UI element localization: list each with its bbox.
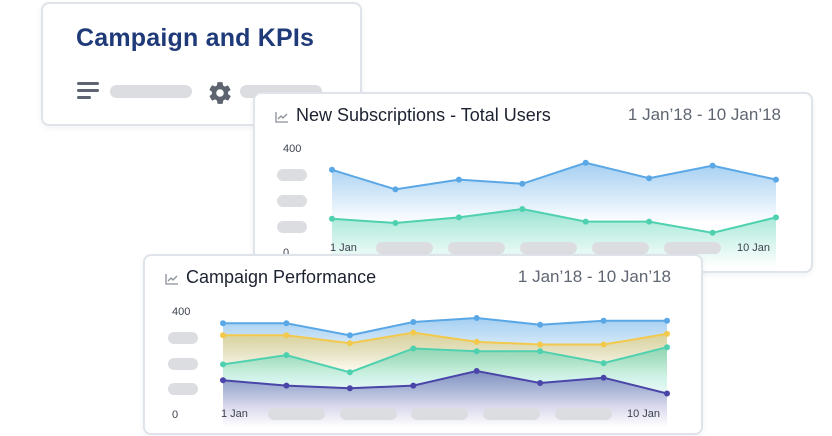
date-range[interactable]: 1 Jan’18 - 10 Jan’18 xyxy=(627,105,781,124)
data-point[interactable] xyxy=(709,229,716,236)
data-point[interactable] xyxy=(600,360,607,367)
data-point[interactable] xyxy=(664,344,670,351)
data-point[interactable] xyxy=(537,348,544,355)
x-axis-first-label: 1 Jan xyxy=(221,408,248,420)
data-point[interactable] xyxy=(600,317,607,324)
x-axis-placeholder xyxy=(555,408,612,420)
data-point[interactable] xyxy=(283,382,290,389)
line-chart-icon xyxy=(275,112,288,123)
data-point[interactable] xyxy=(473,315,480,321)
data-point[interactable] xyxy=(582,218,589,225)
data-point[interactable] xyxy=(473,338,480,345)
series-line xyxy=(331,161,777,191)
data-point[interactable] xyxy=(346,332,353,339)
placeholder-pill xyxy=(110,85,192,98)
y-axis-placeholder xyxy=(168,383,198,395)
y-axis-top-label: 400 xyxy=(172,306,191,318)
y-axis-placeholder xyxy=(277,221,307,233)
campaign-performance-card: Campaign Performance 1 Jan’18 - 10 Jan’1… xyxy=(143,254,703,435)
data-point[interactable] xyxy=(410,345,417,352)
data-point[interactable] xyxy=(709,162,716,169)
data-point[interactable] xyxy=(346,385,353,392)
campaign-plot xyxy=(220,315,670,428)
chart-title: Campaign Performance xyxy=(186,267,377,287)
date-range[interactable]: 1 Jan’18 - 10 Jan’18 xyxy=(517,267,671,286)
x-axis-placeholder xyxy=(448,242,505,254)
data-point[interactable] xyxy=(519,180,526,187)
series-line xyxy=(223,316,667,337)
data-point[interactable] xyxy=(473,348,480,355)
data-point[interactable] xyxy=(329,215,335,222)
x-axis-placeholder xyxy=(592,242,649,254)
data-point[interactable] xyxy=(346,340,353,347)
data-point[interactable] xyxy=(537,380,544,386)
kpi-card-title: Campaign and KPIs xyxy=(76,24,315,52)
data-point[interactable] xyxy=(582,159,589,166)
data-point[interactable] xyxy=(346,369,353,376)
data-point[interactable] xyxy=(220,377,226,384)
data-point[interactable] xyxy=(600,374,607,381)
data-point[interactable] xyxy=(283,352,290,359)
x-axis-last-label: 10 Jan xyxy=(737,242,771,254)
x-axis-placeholder xyxy=(268,408,325,420)
data-point[interactable] xyxy=(664,390,670,397)
data-point[interactable] xyxy=(473,368,480,374)
subscriptions-plot xyxy=(329,159,779,267)
chart-header: New Subscriptions - Total Users 1 Jan’18… xyxy=(275,105,781,129)
data-point[interactable] xyxy=(664,330,670,337)
data-point[interactable] xyxy=(329,166,335,173)
menu-icon[interactable] xyxy=(77,82,101,102)
y-axis-placeholder xyxy=(277,195,307,207)
data-point[interactable] xyxy=(773,214,779,221)
gear-icon[interactable] xyxy=(207,80,233,106)
series-line xyxy=(222,369,668,395)
data-point[interactable] xyxy=(392,186,399,193)
data-point[interactable] xyxy=(537,341,544,348)
subscriptions-chart-card: New Subscriptions - Total Users 1 Jan’18… xyxy=(253,92,813,273)
series-area xyxy=(332,162,776,224)
data-point[interactable] xyxy=(664,317,670,324)
chart-title: New Subscriptions - Total Users xyxy=(296,105,551,125)
x-axis-placeholder xyxy=(411,408,468,420)
data-point[interactable] xyxy=(600,341,607,348)
data-point[interactable] xyxy=(220,320,226,327)
data-point[interactable] xyxy=(410,329,417,336)
series-line xyxy=(331,207,777,234)
series-line xyxy=(223,331,668,346)
y-axis-bottom-label: 0 xyxy=(172,409,179,421)
data-point[interactable] xyxy=(283,320,290,327)
data-point[interactable] xyxy=(773,176,779,183)
data-point[interactable] xyxy=(410,382,417,389)
y-axis-placeholder xyxy=(168,358,198,370)
data-point[interactable] xyxy=(646,175,653,182)
chart-header: Campaign Performance 1 Jan’18 - 10 Jan’1… xyxy=(165,267,671,291)
y-axis-top-label: 400 xyxy=(283,143,302,155)
x-axis-placeholder xyxy=(520,242,577,254)
x-axis-placeholder xyxy=(376,242,433,254)
data-point[interactable] xyxy=(519,206,526,212)
x-axis-first-label: 1 Jan xyxy=(330,242,357,254)
data-point[interactable] xyxy=(537,321,544,328)
y-axis-placeholder xyxy=(277,169,307,181)
data-point[interactable] xyxy=(220,361,226,368)
x-axis-placeholder xyxy=(340,408,397,420)
y-axis-placeholder xyxy=(168,332,198,344)
data-point[interactable] xyxy=(455,176,462,183)
x-axis-placeholder xyxy=(483,408,540,420)
y-axis-bottom-label: 0 xyxy=(283,247,290,259)
x-axis-last-label: 10 Jan xyxy=(627,408,661,420)
data-point[interactable] xyxy=(392,220,399,226)
series-line xyxy=(222,346,668,374)
data-point[interactable] xyxy=(410,319,417,325)
line-chart-icon xyxy=(165,274,178,285)
x-axis-placeholder xyxy=(664,242,721,254)
data-point[interactable] xyxy=(455,214,462,221)
data-point[interactable] xyxy=(283,332,290,339)
data-point[interactable] xyxy=(220,332,226,339)
data-point[interactable] xyxy=(646,218,653,225)
